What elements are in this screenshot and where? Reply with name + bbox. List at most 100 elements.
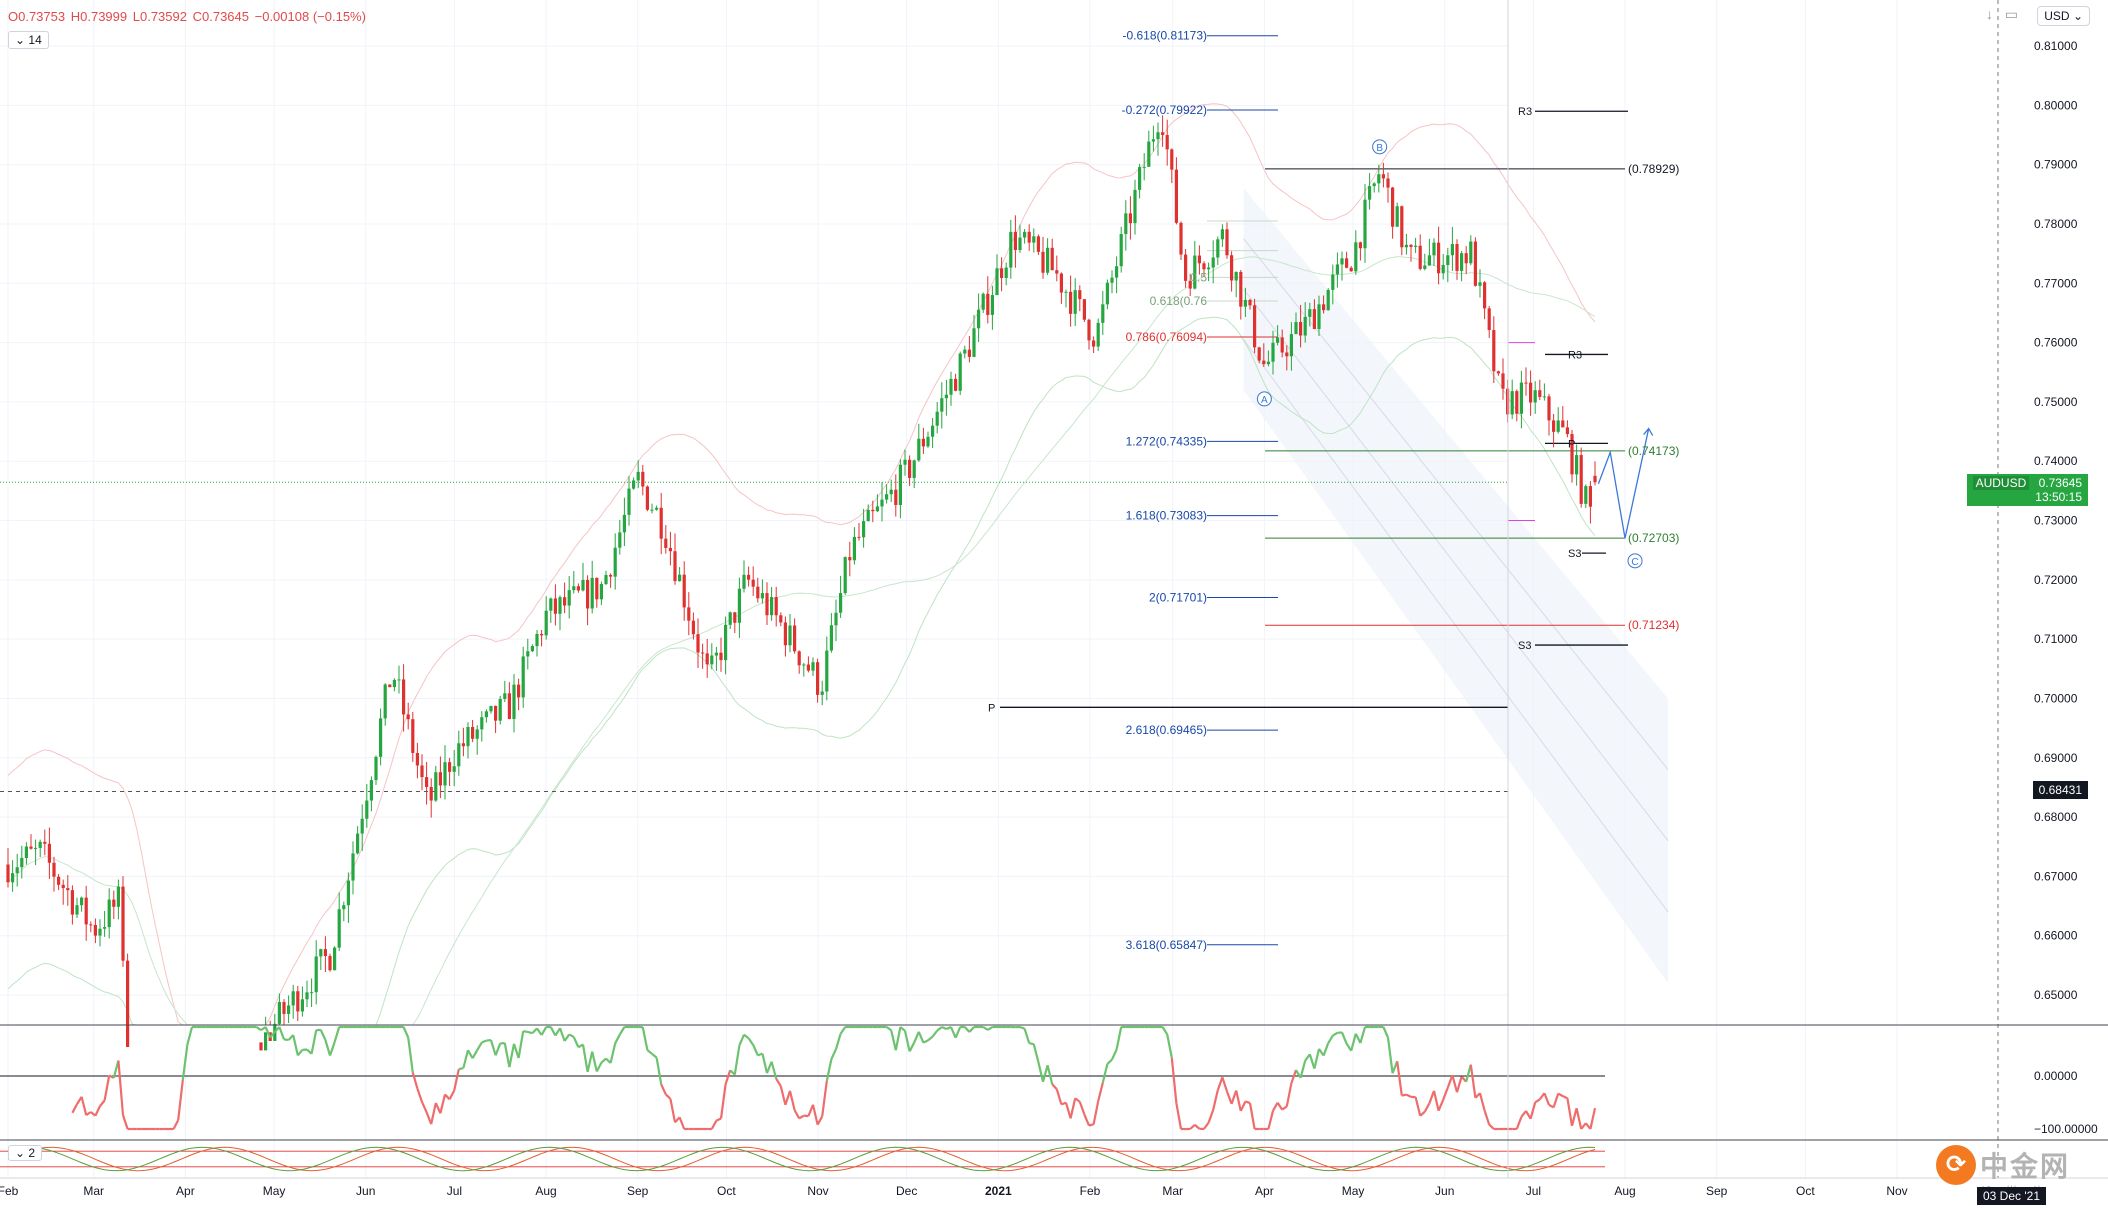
candle-body (944, 394, 948, 399)
channel-line (1243, 339, 1669, 913)
candle-body (471, 727, 475, 739)
candle-body (544, 610, 548, 636)
osc-segment (121, 1114, 129, 1130)
candle-body (1432, 242, 1436, 256)
osc-segment (903, 1030, 911, 1052)
candle-body (770, 597, 774, 616)
osc-segment (486, 1038, 492, 1042)
osc-segment (324, 1039, 332, 1056)
candle-body (1248, 299, 1252, 306)
osc-segment (646, 1049, 653, 1055)
candle-body (1437, 242, 1441, 274)
osc-segment (420, 1101, 428, 1113)
osc-segment (425, 1111, 433, 1125)
osc-segment (1396, 1061, 1403, 1096)
chevron-down-icon: ⌄ (15, 1146, 26, 1160)
pivot-label: S3 (1518, 640, 1531, 652)
osc-segment (1414, 1096, 1422, 1117)
price-axis-label: 0.65000 (2034, 988, 2078, 1002)
candle-body (977, 309, 981, 329)
candle-body (1193, 255, 1197, 289)
osc-segment (1194, 1123, 1201, 1130)
indicator2-badge[interactable]: ⌄ 2 (8, 1145, 43, 1161)
osc-segment (1515, 1116, 1523, 1130)
candle-body (871, 509, 875, 512)
time-axis-label: May (1342, 1184, 1365, 1198)
candle-body (1041, 251, 1045, 273)
bar-countdown: 13:50:15 (2035, 490, 2082, 505)
price-axis-label: 0.66000 (2034, 929, 2078, 943)
candle-body (1363, 199, 1367, 249)
candle-body (917, 438, 921, 461)
stoch-k-line (7, 1146, 1596, 1172)
candle-body (1082, 299, 1086, 320)
osc-segment (1074, 1097, 1081, 1103)
osc-segment (595, 1062, 603, 1073)
osc-segment (1437, 1099, 1445, 1112)
target-level-label: (0.78929) (1628, 162, 1679, 176)
candle-body (11, 873, 15, 883)
price-axis-label: 0.73000 (2034, 514, 2078, 528)
candle-body (1358, 242, 1362, 249)
candle-body (98, 928, 102, 936)
osc-segment (816, 1115, 824, 1126)
osc-segment (614, 1034, 621, 1044)
candle-body (714, 652, 718, 656)
osc-segment (181, 1044, 189, 1081)
wave-label-marker (1256, 391, 1272, 407)
osc-segment (462, 1049, 470, 1069)
osc-segment (1110, 1049, 1118, 1061)
osc-segment (99, 1099, 106, 1107)
candle-body (1170, 149, 1174, 170)
candle-body (1331, 274, 1335, 290)
osc-segment (103, 1075, 111, 1101)
currency-button[interactable]: USD ⌄ (2037, 6, 2090, 26)
candle-body (351, 853, 355, 881)
candle-body (1285, 352, 1289, 357)
stoch-d-line (7, 1146, 1596, 1172)
candle-body (701, 652, 705, 654)
candle-body (1501, 373, 1505, 389)
osc-segment (982, 1026, 989, 1031)
candle-body (880, 499, 884, 507)
time-axis-label: Oct (1796, 1184, 1815, 1198)
osc-segment (743, 1033, 750, 1040)
fib-retracement-label: 0.618(0.76 (1150, 294, 1208, 308)
osc-segment (1543, 1092, 1551, 1106)
candle-body (1404, 244, 1408, 248)
candle-body (1372, 183, 1376, 187)
osc-segment (1161, 1026, 1169, 1035)
candle-body (526, 651, 530, 657)
candle-body (553, 598, 557, 614)
wave-projection (1597, 427, 1654, 539)
indicator-badge[interactable]: ⌄ 14 (8, 31, 49, 49)
price-axis-label: 0.79000 (2034, 158, 2078, 172)
osc-segment (1446, 1074, 1454, 1089)
osc-axis-label: −100.00000 (2034, 1122, 2098, 1136)
candle-body (811, 662, 815, 671)
arrow-down-icon[interactable]: ↓ (1986, 6, 1993, 22)
osc-segment (117, 1060, 125, 1116)
candle-body (1584, 486, 1588, 504)
pivot-label: P (988, 702, 995, 714)
candle-body (572, 586, 576, 591)
osc-segment (85, 1111, 92, 1116)
osc-segment (1225, 1091, 1233, 1105)
maximize-icon[interactable]: ▭ (2004, 6, 2018, 22)
candle-body (668, 547, 672, 552)
candle-body (1073, 290, 1077, 314)
candle-body (75, 905, 79, 915)
osc-segment (1101, 1063, 1109, 1084)
candle-body (52, 862, 56, 877)
candle-body (641, 471, 645, 487)
osc-segment (1488, 1123, 1495, 1130)
candle-body (940, 398, 944, 412)
candle-body (1460, 253, 1464, 271)
osc-segment (1216, 1076, 1224, 1091)
candle-body (402, 679, 406, 715)
osc-segment (1028, 1042, 1035, 1046)
candle-body (710, 655, 714, 665)
chevron-down-icon: ⌄ (15, 33, 26, 47)
candle-body (563, 597, 567, 606)
